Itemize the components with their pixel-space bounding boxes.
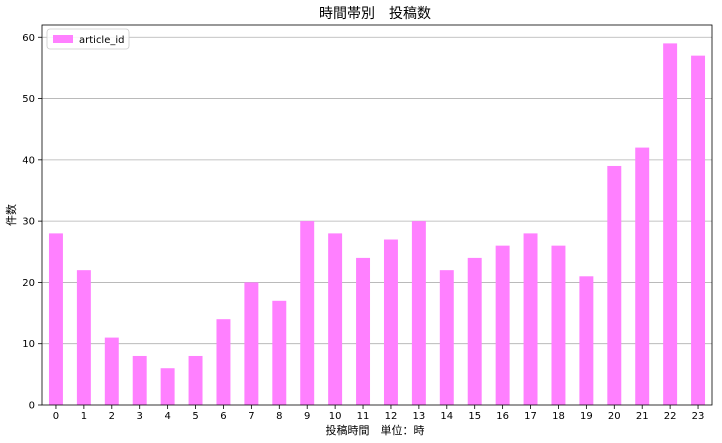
- bar: [216, 319, 231, 405]
- bar: [328, 233, 343, 405]
- bar: [663, 43, 678, 406]
- bar: [76, 270, 91, 405]
- gridlines: [42, 36, 712, 345]
- x-tick-label: 8: [276, 411, 282, 422]
- x-tick-label: 7: [248, 411, 254, 422]
- bar: [48, 233, 63, 405]
- x-tick-label: 19: [580, 411, 593, 422]
- y-tick-label: 30: [22, 217, 35, 228]
- bar: [439, 270, 454, 405]
- bar: [607, 165, 622, 405]
- bar: [635, 147, 650, 406]
- x-tick-label: 12: [385, 411, 398, 422]
- bar: [244, 282, 259, 405]
- bar: [523, 233, 538, 405]
- x-tick-label: 4: [164, 411, 170, 422]
- bar: [132, 355, 147, 405]
- x-tick-label: 17: [524, 411, 537, 422]
- x-tick-label: 16: [496, 411, 509, 422]
- legend: article_id: [46, 28, 130, 50]
- y-tick-label: 10: [22, 339, 35, 350]
- legend-label: article_id: [79, 35, 125, 46]
- y-tick-label: 40: [22, 155, 35, 166]
- plot-frame: [41, 24, 713, 406]
- x-tick-label: 22: [664, 411, 677, 422]
- bar: [104, 337, 119, 405]
- y-tick-label: 0: [29, 401, 35, 412]
- x-tick-label: 9: [304, 411, 310, 422]
- x-tick-label: 6: [220, 411, 226, 422]
- bar: [411, 221, 426, 405]
- x-tick-label: 13: [413, 411, 426, 422]
- bar: [691, 55, 706, 405]
- x-tick-label: 15: [468, 411, 481, 422]
- x-tick-label: 2: [109, 411, 115, 422]
- x-tick-label: 1: [81, 411, 87, 422]
- legend-box: [46, 28, 130, 50]
- x-tick-label: 0: [53, 411, 59, 422]
- x-tick-label: 3: [137, 411, 143, 422]
- bar: [383, 239, 398, 405]
- x-axis-label: 投稿時間 単位：時: [326, 423, 425, 437]
- bar: [300, 221, 315, 405]
- x-tick-label: 5: [192, 411, 198, 422]
- y-tick-label: 20: [22, 278, 35, 289]
- bar: [579, 276, 594, 405]
- bar: [188, 355, 203, 405]
- x-tick-label: 10: [329, 411, 342, 422]
- x-tick-label: 21: [636, 411, 649, 422]
- bar: [356, 257, 371, 405]
- x-tick-label: 14: [440, 411, 453, 422]
- x-tick-label: 18: [552, 411, 565, 422]
- y-axis-label: 件数: [5, 204, 18, 226]
- y-tick-label: 50: [22, 94, 35, 105]
- legend-swatch: [53, 35, 73, 43]
- x-tick-label: 23: [692, 411, 705, 422]
- x-tick-label: 11: [357, 411, 370, 422]
- chart-title: 時間帯別 投稿数: [319, 6, 431, 22]
- bar: [551, 245, 566, 405]
- bars: [48, 43, 706, 406]
- bar: [467, 257, 482, 405]
- bar: [272, 300, 287, 405]
- bar: [160, 368, 175, 405]
- y-tick-label: 60: [22, 33, 35, 44]
- x-tick-label: 20: [608, 411, 621, 422]
- bar: [495, 245, 510, 405]
